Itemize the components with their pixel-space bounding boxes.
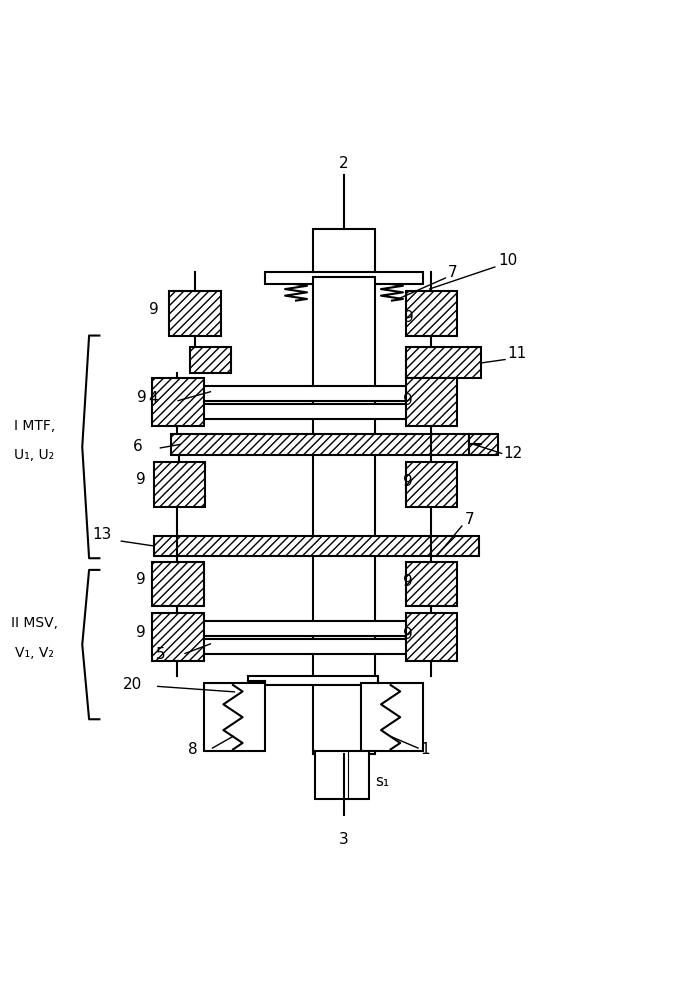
Text: 7: 7 bbox=[464, 512, 474, 527]
Text: 9: 9 bbox=[137, 390, 147, 405]
Text: 2: 2 bbox=[339, 156, 349, 171]
Text: 7: 7 bbox=[448, 265, 458, 280]
Text: 9: 9 bbox=[136, 625, 145, 640]
Text: 5: 5 bbox=[155, 647, 165, 662]
Bar bbox=[171, 434, 469, 455]
Bar bbox=[204, 683, 265, 751]
Bar bbox=[313, 229, 375, 277]
Text: 9: 9 bbox=[405, 310, 414, 325]
Bar bbox=[406, 613, 457, 661]
Text: s₁: s₁ bbox=[375, 774, 389, 789]
Text: 13: 13 bbox=[92, 527, 112, 542]
Bar bbox=[152, 378, 204, 426]
Bar bbox=[202, 639, 427, 654]
Bar bbox=[202, 621, 427, 636]
Text: 9: 9 bbox=[403, 627, 413, 642]
Text: 9: 9 bbox=[136, 472, 145, 487]
Bar bbox=[202, 386, 429, 401]
Bar bbox=[169, 291, 221, 336]
Text: 8: 8 bbox=[188, 742, 197, 757]
Bar bbox=[406, 562, 457, 606]
Bar bbox=[153, 462, 205, 507]
Text: 1: 1 bbox=[421, 742, 431, 757]
Bar bbox=[313, 277, 375, 754]
Text: 4: 4 bbox=[149, 391, 158, 406]
Bar bbox=[265, 272, 423, 284]
Bar bbox=[202, 404, 429, 419]
Bar bbox=[406, 347, 481, 378]
Text: 11: 11 bbox=[507, 346, 526, 361]
Text: 9: 9 bbox=[149, 302, 159, 317]
Text: 9: 9 bbox=[136, 572, 145, 587]
Text: 12: 12 bbox=[504, 446, 523, 461]
Text: 9: 9 bbox=[403, 393, 413, 408]
Bar bbox=[248, 676, 378, 685]
Bar bbox=[315, 751, 369, 799]
Bar bbox=[152, 613, 204, 661]
Text: 9: 9 bbox=[403, 474, 413, 489]
Text: 6: 6 bbox=[133, 439, 142, 454]
Text: U₁, U₂: U₁, U₂ bbox=[14, 448, 54, 462]
Text: 9: 9 bbox=[403, 574, 413, 589]
Text: I MTF,: I MTF, bbox=[14, 419, 55, 433]
Bar bbox=[406, 291, 457, 336]
Bar bbox=[153, 536, 479, 556]
Bar bbox=[190, 347, 231, 373]
Text: V₁, V₂: V₁, V₂ bbox=[15, 646, 54, 660]
Text: 3: 3 bbox=[339, 832, 349, 847]
Text: 10: 10 bbox=[498, 253, 517, 268]
Text: 20: 20 bbox=[123, 677, 142, 692]
Bar bbox=[152, 562, 204, 606]
Bar bbox=[361, 683, 423, 751]
Text: II MSV,: II MSV, bbox=[11, 616, 58, 630]
Bar bbox=[469, 434, 498, 455]
Bar bbox=[406, 462, 457, 507]
Bar bbox=[406, 378, 457, 426]
